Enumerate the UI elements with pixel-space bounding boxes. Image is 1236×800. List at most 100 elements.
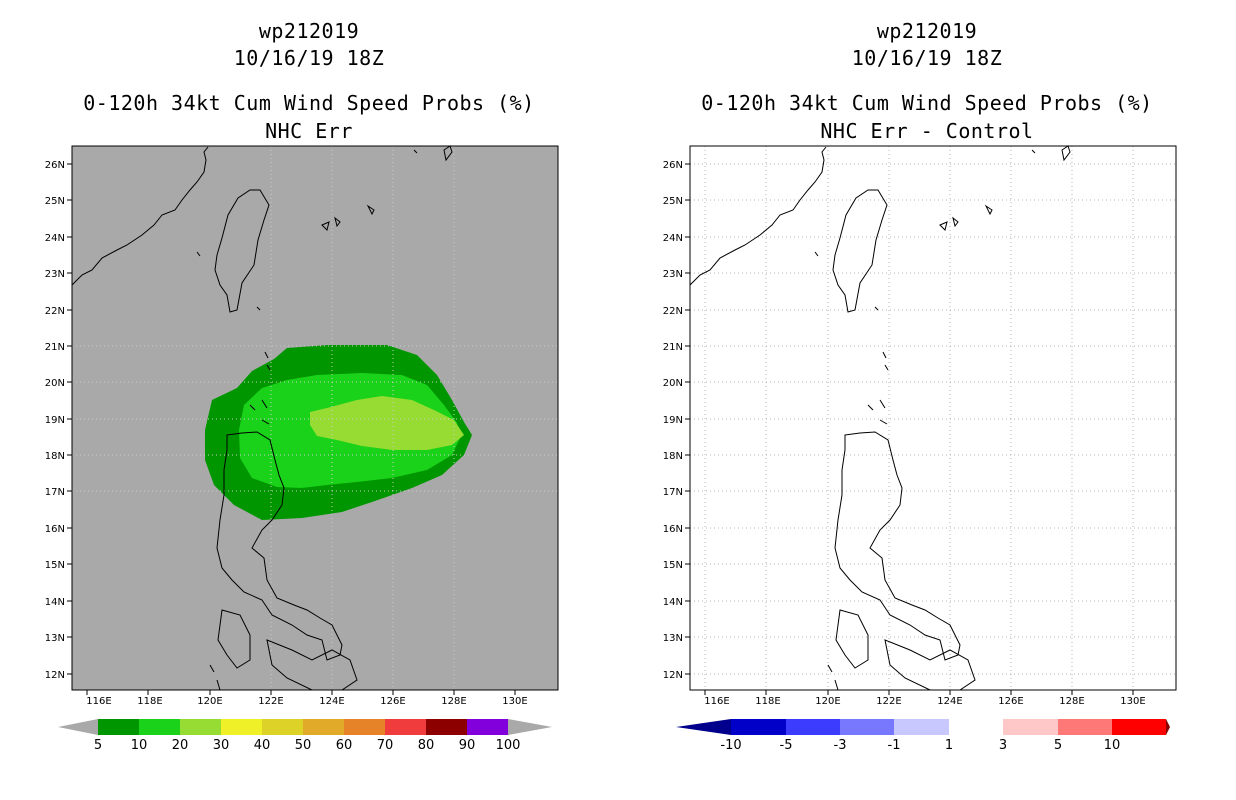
color-swatch: [426, 719, 467, 735]
colorbar-label: -3: [834, 738, 847, 753]
color-swatch: [1058, 719, 1112, 735]
lat-label: 19N: [45, 415, 65, 426]
lat-label: 15N: [663, 560, 683, 571]
lon-label: 128E: [441, 696, 466, 707]
lat-label: 21N: [45, 342, 65, 353]
lat-label: 12N: [663, 670, 683, 681]
colorbar-right-arrow: [1166, 719, 1170, 735]
coastlines: [689, 145, 1071, 691]
color-swatch: [344, 719, 385, 735]
lat-label: 24N: [663, 233, 683, 244]
lat-label: 15N: [45, 560, 65, 571]
datetime: 10/16/19 18Z: [233, 46, 385, 70]
coast-taiwan: [214, 189, 270, 313]
color-swatch: [840, 719, 894, 735]
product-title: 0-120h 34kt Cum Wind Speed Probs (%): [83, 91, 535, 115]
lat-ticks: [67, 163, 72, 675]
colorbar-labels: -10 -5 -3 -1 1 3 5 10: [720, 738, 1120, 753]
coast-china: [71, 146, 209, 286]
color-swatch: [786, 719, 840, 735]
color-swatch: [139, 719, 180, 735]
color-swatch: [894, 719, 949, 735]
lat-label: 14N: [663, 597, 683, 608]
lat-label: 17N: [45, 487, 65, 498]
lon-labels: 116E 118E 120E 122E 124E 126E 128E 130E: [704, 696, 1145, 707]
lon-label: 118E: [137, 696, 162, 707]
map-background: [690, 146, 1176, 690]
lon-ticks: [704, 690, 1134, 695]
coast-mindoro: [835, 609, 869, 669]
lat-label: 20N: [45, 378, 65, 389]
colorbar-left: 5 10 20 30 40 50 60 70 80 90 100: [58, 719, 552, 753]
colorbar-label: 80: [418, 738, 435, 753]
colorbar-label: -1: [888, 738, 901, 753]
lat-label: 16N: [45, 524, 65, 535]
lat-label: 16N: [663, 524, 683, 535]
map-frame: [71, 145, 559, 691]
color-swatch: [180, 719, 221, 735]
lat-label: 14N: [45, 597, 65, 608]
difference-map: 12N 13N 14N 15N 16N 17N 18N 19N 20N 21N …: [663, 145, 1177, 753]
colorbar-label: 20: [172, 738, 189, 753]
color-swatch: [467, 719, 508, 735]
grid-lines: [72, 146, 558, 690]
coast-islands-north: [249, 145, 453, 425]
lon-ticks: [86, 690, 516, 695]
lon-labels: 116E 118E 120E 122E 124E 126E 128E 130E: [86, 696, 527, 707]
coast-small-islands: [814, 251, 879, 691]
lat-ticks: [685, 163, 690, 675]
color-swatch: [98, 719, 139, 735]
panel-subtitle: NHC Err - Control: [820, 119, 1034, 143]
lat-label: 17N: [663, 487, 683, 498]
lon-label: 120E: [197, 696, 222, 707]
colorbar-right: -10 -5 -3 -1 1 3 5 10: [676, 719, 1170, 753]
lon-label: 130E: [1120, 696, 1145, 707]
coast-small-islands: [196, 251, 261, 691]
colorbar-label: 70: [377, 738, 394, 753]
product-title: 0-120h 34kt Cum Wind Speed Probs (%): [701, 91, 1153, 115]
coast-luzon: [834, 431, 961, 661]
lat-label: 26N: [45, 160, 65, 171]
lat-label: 18N: [663, 451, 683, 462]
right-panel: wp212019 10/16/19 18Z 0-120h 34kt Cum Wi…: [618, 0, 1236, 800]
lon-label: 126E: [380, 696, 405, 707]
panel-subtitle: NHC Err: [265, 119, 353, 143]
color-swatch: [731, 719, 786, 735]
coast-islands-north: [867, 145, 1071, 425]
colorbar-label: 10: [1104, 738, 1121, 753]
coast-taiwan: [832, 189, 888, 313]
color-swatch: [949, 719, 1003, 735]
datetime: 10/16/19 18Z: [851, 46, 1003, 70]
colorbar-label: 100: [496, 738, 521, 753]
colorbar-labels: 5 10 20 30 40 50 60 70 80 90 100: [94, 738, 521, 753]
lat-label: 13N: [663, 633, 683, 644]
colorbar-label: 1: [945, 738, 953, 753]
colorbar-label: 60: [336, 738, 353, 753]
lat-label: 19N: [663, 415, 683, 426]
colorbar-label: 50: [295, 738, 312, 753]
colorbar-label: 10: [131, 738, 148, 753]
coast-luzon: [216, 431, 343, 661]
lat-label: 22N: [663, 306, 683, 317]
lon-label: 120E: [815, 696, 840, 707]
probability-contours: [205, 345, 472, 520]
lat-label: 18N: [45, 451, 65, 462]
lon-label: 122E: [258, 696, 283, 707]
lat-label: 20N: [663, 378, 683, 389]
colorbar-label: 3: [999, 738, 1007, 753]
lon-label: 116E: [86, 696, 111, 707]
storm-id: wp212019: [876, 19, 978, 43]
lon-label: 124E: [937, 696, 962, 707]
colorbar-label: 30: [213, 738, 230, 753]
lat-label: 24N: [45, 233, 65, 244]
coast-mindoro: [217, 609, 251, 669]
lat-label: 12N: [45, 670, 65, 681]
lat-labels: 12N 13N 14N 15N 16N 17N 18N 19N 20N 21N …: [45, 160, 65, 681]
lon-label: 124E: [319, 696, 344, 707]
storm-id: wp212019: [258, 19, 360, 43]
prob-region-20: [310, 396, 464, 450]
colorbar-label: 40: [254, 738, 271, 753]
lat-label: 13N: [45, 633, 65, 644]
coast-visayas: [266, 639, 358, 691]
lat-label: 23N: [663, 269, 683, 280]
